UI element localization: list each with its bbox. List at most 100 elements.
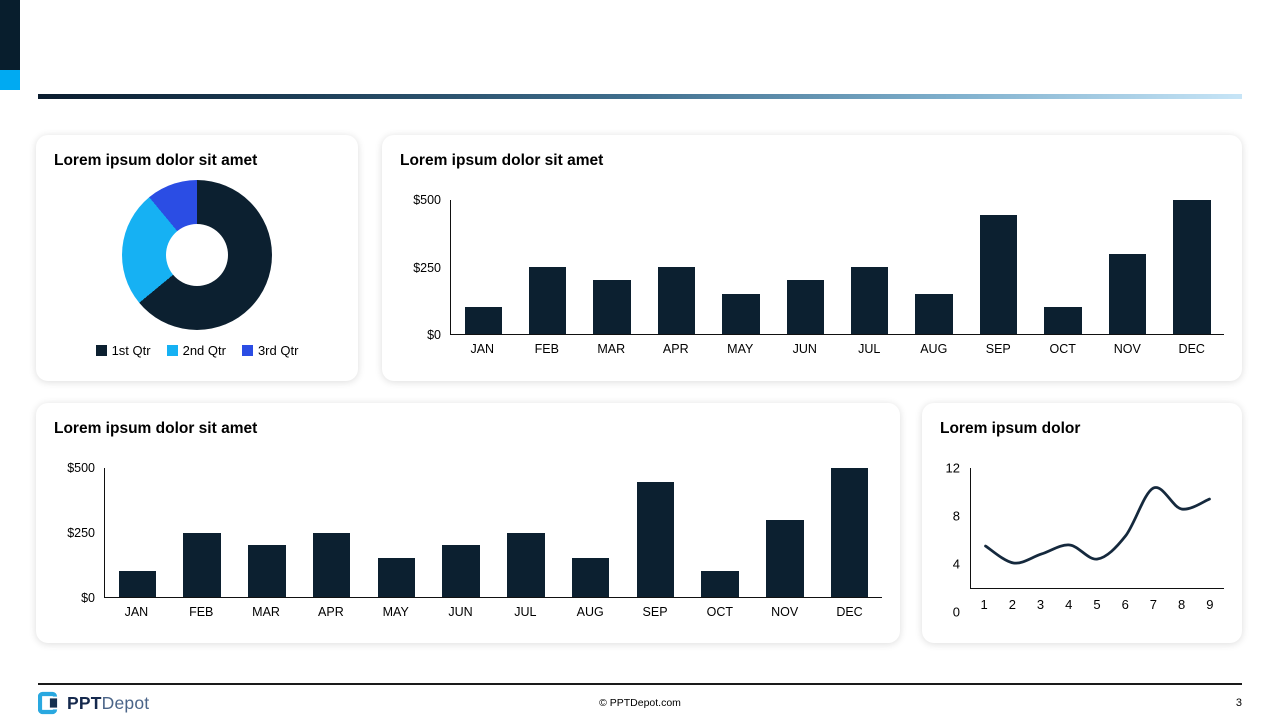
bar-slot — [429, 468, 494, 597]
line-chart-card: Lorem ipsum dolor 0 4 8 12 1 2 3 4 5 6 7 8 9 — [922, 403, 1242, 643]
bar-feb — [528, 267, 567, 334]
card-title: Lorem ipsum dolor — [940, 420, 1081, 437]
y-tick-label: $500 — [413, 193, 441, 207]
y-axis-labels: $0 $250 $500 — [54, 461, 104, 605]
brand-name: PPTDepot — [67, 693, 149, 714]
bar-slot — [299, 468, 364, 597]
x-tick-label: 9 — [1206, 597, 1214, 612]
bar-slot — [451, 200, 515, 334]
bar-chart-plot — [104, 468, 882, 598]
bar-slot — [902, 200, 966, 334]
donut-chart — [122, 180, 272, 330]
bar-slot — [494, 468, 559, 597]
x-tick-label: SEP — [985, 342, 1011, 356]
bar-nov — [1108, 253, 1147, 334]
x-tick-label: SEP — [642, 605, 668, 619]
donut-chart-area — [54, 180, 340, 330]
legend-item: 3rd Qtr — [241, 343, 299, 358]
x-axis-labels: JAN FEB MAR APR MAY JUN JUL AUG SEP OCT NOV DEC — [450, 342, 1224, 356]
x-tick-label: JUL — [858, 342, 881, 356]
card-title: Lorem ipsum dolor sit amet — [54, 420, 258, 437]
line-chart-plot — [970, 468, 1224, 589]
legend-item: 1st Qtr — [95, 343, 151, 358]
bar-apr — [312, 532, 351, 597]
donut-hole — [166, 224, 228, 286]
bar-jan — [118, 571, 157, 597]
footer: PPTDepot © PPTDepot.com 3 — [38, 689, 1242, 717]
line-series-svg — [984, 486, 1211, 565]
bar-chart: $0 $250 $500 JAN FEB MAR APR MAY JUN JUL AUG SEP OCT… — [400, 193, 1224, 356]
x-tick-label: FEB — [534, 342, 559, 356]
x-tick-label: OCT — [706, 605, 734, 619]
bar-jul — [851, 267, 889, 334]
copyright-text: © PPTDepot.com — [599, 697, 681, 709]
card-title: Lorem ipsum dolor sit amet — [400, 152, 604, 169]
brand-name-bold: PPT — [67, 692, 102, 713]
x-axis-labels: JAN FEB MAR APR MAY JUN JUL AUG SEP OCT NOV DEC — [104, 605, 882, 619]
bar-dec — [1173, 200, 1211, 334]
legend-label: 1st Qtr — [111, 343, 151, 358]
x-tick-label: AUG — [576, 605, 604, 619]
bar-oct — [701, 571, 739, 597]
chart-legend: 1st Qtr 2nd Qtr 3rd Qtr — [54, 343, 340, 358]
bar-aug — [915, 293, 953, 334]
corner-accent-dark — [0, 0, 20, 70]
y-tick-label: $0 — [81, 591, 95, 605]
bar-feb — [183, 532, 221, 597]
header-gradient-rule — [38, 94, 1242, 99]
bar-jun — [442, 545, 480, 597]
bar-chart-plot — [450, 200, 1224, 335]
x-tick-label: JUN — [448, 605, 473, 619]
legend-label: 3rd Qtr — [257, 343, 299, 358]
y-tick-label: $500 — [67, 461, 95, 475]
page-number: 3 — [1235, 697, 1242, 709]
pptdepot-logo: PPTDepot — [38, 691, 149, 715]
bar-slot — [105, 468, 170, 597]
bar-slot — [688, 468, 753, 597]
x-tick-label: MAY — [727, 342, 754, 356]
bar-dec — [830, 468, 869, 597]
bar-chart-main: JAN FEB MAR APR MAY JUN JUL AUG SEP OCT NOV DEC — [104, 468, 882, 619]
bar-jan — [464, 307, 502, 334]
x-tick-label: 7 — [1149, 597, 1158, 612]
bar-apr — [657, 267, 696, 334]
bar-slot — [364, 468, 429, 597]
bar-may — [722, 293, 760, 334]
y-tick-label: 8 — [952, 508, 960, 524]
legend-item: 2nd Qtr — [166, 343, 226, 358]
bar-slot — [515, 200, 579, 334]
legend-swatch — [166, 345, 178, 356]
x-tick-label: 6 — [1121, 597, 1129, 612]
y-tick-label: 0 — [952, 604, 960, 620]
x-tick-label: FEB — [189, 605, 214, 619]
bar-slot — [580, 200, 644, 334]
x-tick-label: MAY — [382, 605, 409, 619]
x-tick-label: DEC — [1178, 342, 1205, 356]
x-tick-label: NOV — [1113, 342, 1141, 356]
x-tick-label: JUL — [514, 605, 537, 619]
bar-may — [377, 558, 416, 597]
bar-slot — [170, 468, 235, 597]
corner-accent-cyan — [0, 70, 20, 90]
x-tick-label: DEC — [836, 605, 863, 619]
bar-sep — [636, 482, 675, 597]
bar-slot — [644, 200, 708, 334]
legend-label: 2nd Qtr — [182, 343, 226, 358]
x-tick-label: NOV — [771, 605, 799, 619]
bar-slot — [1031, 200, 1095, 334]
x-tick-label: JAN — [470, 342, 495, 356]
bar-chart-main: JAN FEB MAR APR MAY JUN JUL AUG SEP OCT NOV DEC — [450, 200, 1224, 356]
y-tick-label: $250 — [67, 526, 95, 540]
x-tick-label: APR — [662, 342, 689, 356]
x-tick-label: 8 — [1178, 597, 1186, 612]
bar-sep — [979, 214, 1018, 334]
y-tick-label: 12 — [945, 460, 960, 476]
bar-chart: $0 $250 $500 JAN FEB MAR APR MAY JUN JUL AUG SEP OCT… — [54, 461, 882, 619]
pptdepot-logo-icon — [38, 691, 59, 715]
line-chart-main: 1 2 3 4 5 6 7 8 9 — [970, 468, 1224, 612]
card-title: Lorem ipsum dolor sit amet — [54, 152, 258, 169]
bar-chart-card-top: Lorem ipsum dolor sit amet $0 $250 $500 JAN… — [382, 135, 1242, 381]
bar-slot — [709, 200, 773, 334]
bar-slot — [817, 468, 882, 597]
line-chart: 0 4 8 12 1 2 3 4 5 6 7 8 9 — [940, 461, 1224, 620]
